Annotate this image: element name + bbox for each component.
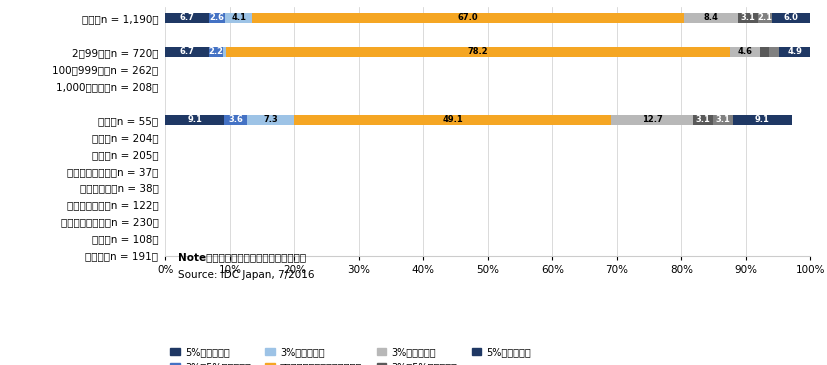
Bar [224, 115, 247, 125]
Bar [208, 47, 222, 57]
Text: 4.6: 4.6 [738, 47, 753, 57]
Legend: 5%以上で減少, 3%～5%未満で減少, 3%未満で減少, ほとんど・まったく変わらない, 3%未満で増加, 3%～5%未満で増加, 5%以上で増加: 5%以上で減少, 3%～5%未満で減少, 3%未満で減少, ほとんど・まったく変… [170, 347, 531, 365]
Text: 6.0: 6.0 [784, 14, 799, 23]
Bar [758, 13, 772, 23]
Bar [226, 13, 252, 23]
Bar [768, 47, 779, 57]
Text: Source: IDC Japan, 7/2016: Source: IDC Japan, 7/2016 [179, 270, 315, 280]
Bar [226, 47, 730, 57]
Bar [294, 115, 611, 125]
Text: 9.1: 9.1 [187, 115, 202, 124]
Text: 3.6: 3.6 [228, 115, 243, 124]
Bar [222, 47, 226, 57]
Text: 12.7: 12.7 [642, 115, 662, 124]
Text: Note：「分からない」とする回答を除く: Note：「分からない」とする回答を除く [179, 253, 307, 262]
Text: 67.0: 67.0 [457, 14, 478, 23]
Text: 9.1: 9.1 [755, 115, 770, 124]
Bar [684, 13, 739, 23]
Bar [772, 13, 810, 23]
Bar [252, 13, 684, 23]
Bar [779, 47, 810, 57]
Bar [208, 13, 226, 23]
Bar [739, 13, 758, 23]
Bar [165, 47, 208, 57]
Bar [165, 13, 208, 23]
Text: 7.3: 7.3 [264, 115, 278, 124]
Bar [760, 47, 768, 57]
Bar [165, 115, 224, 125]
Text: 3.1: 3.1 [715, 115, 730, 124]
Bar [733, 115, 791, 125]
Bar [713, 115, 733, 125]
Text: 2.2: 2.2 [208, 47, 223, 57]
Text: 4.9: 4.9 [787, 47, 802, 57]
Bar [247, 115, 294, 125]
Text: 2.1: 2.1 [758, 14, 772, 23]
Text: 3.1: 3.1 [696, 115, 710, 124]
Text: 6.7: 6.7 [179, 14, 194, 23]
Text: 2.6: 2.6 [209, 14, 224, 23]
Text: 3.1: 3.1 [741, 14, 756, 23]
Text: 8.4: 8.4 [704, 14, 719, 23]
Text: 4.1: 4.1 [231, 14, 246, 23]
Bar [730, 47, 760, 57]
Text: 78.2: 78.2 [468, 47, 489, 57]
Text: 49.1: 49.1 [442, 115, 463, 124]
Bar [693, 115, 713, 125]
Text: 6.7: 6.7 [179, 47, 194, 57]
Bar [611, 115, 693, 125]
